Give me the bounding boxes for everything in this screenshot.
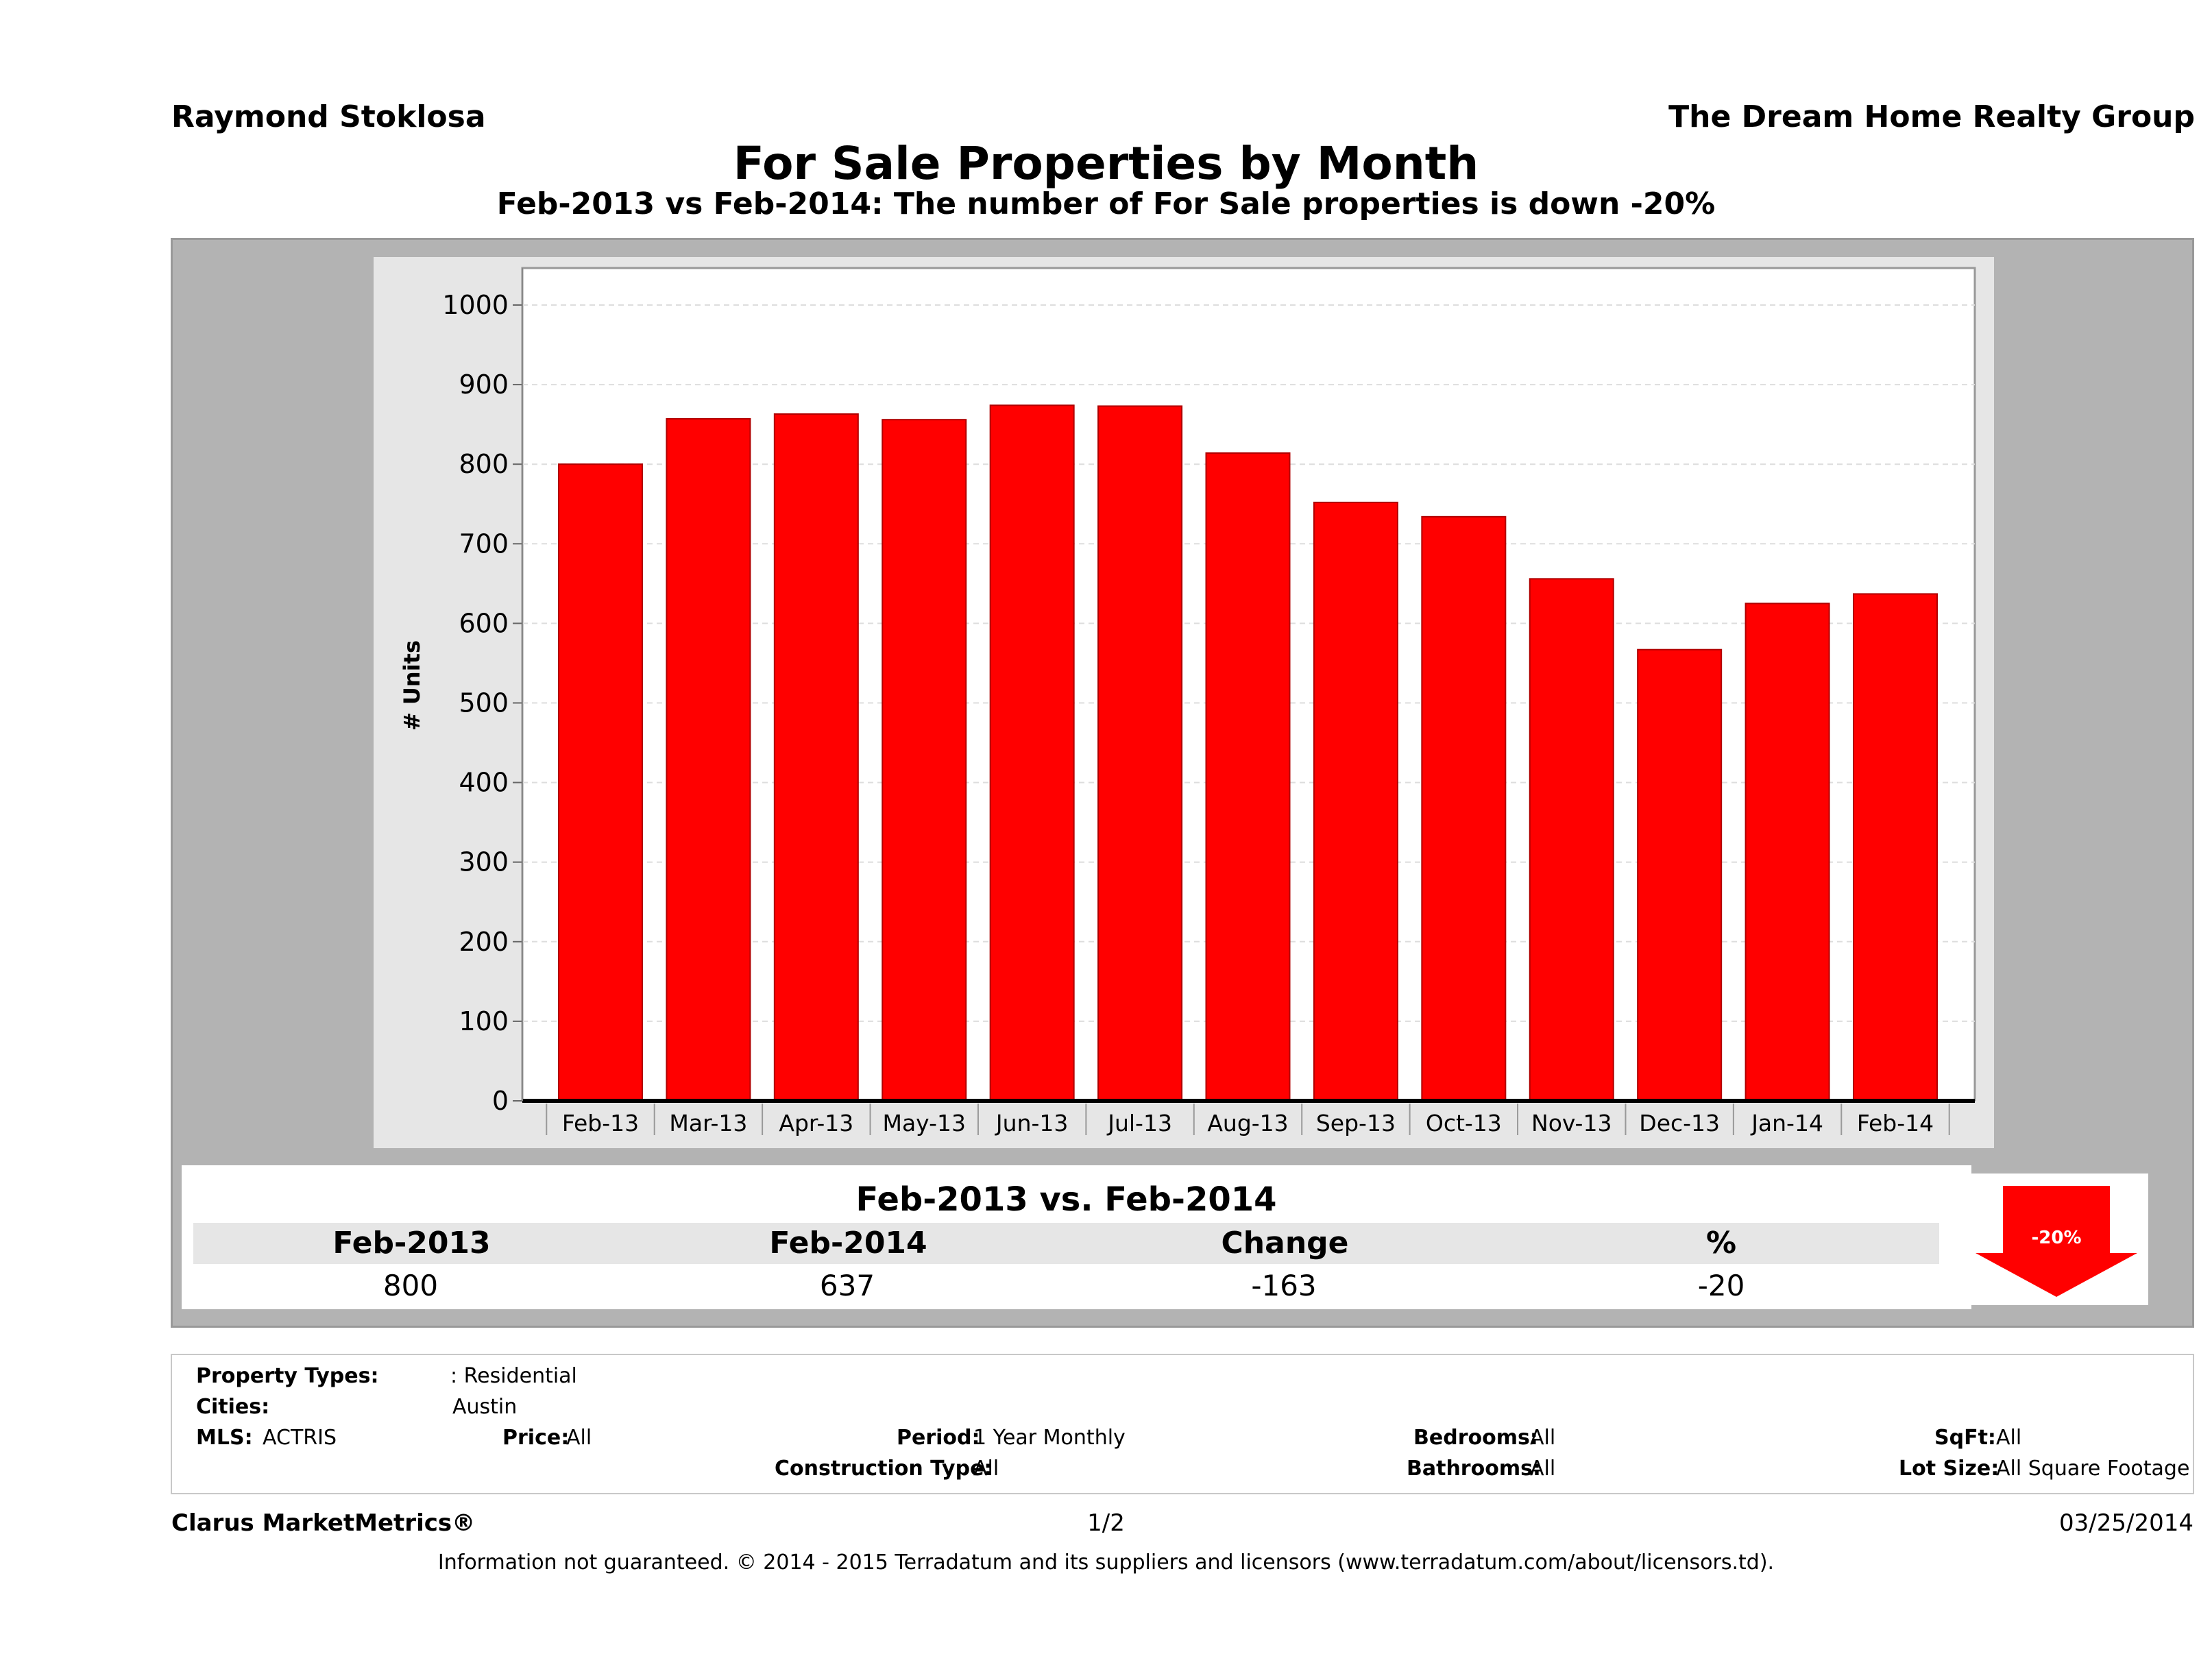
- price-label: Price:: [502, 1426, 570, 1450]
- summary-value-start: 800: [193, 1267, 628, 1305]
- y-tick-label: 100: [459, 1006, 509, 1036]
- x-tick-label: Jul-13: [1106, 1110, 1172, 1136]
- period-label: Period:: [897, 1426, 980, 1450]
- bar-May-13: [882, 419, 967, 1102]
- agent-name: Raymond Stoklosa: [171, 99, 486, 134]
- chart-title: For Sale Properties by Month: [733, 137, 1479, 190]
- x-tick-label: Aug-13: [1207, 1110, 1288, 1136]
- x-tick-label: Nov-13: [1531, 1110, 1612, 1136]
- report-date: 03/25/2014: [2059, 1509, 2193, 1537]
- y-tick-label: 600: [459, 608, 509, 638]
- footer-brand: Clarus MarketMetrics®: [171, 1509, 476, 1537]
- bathrooms-value: All: [1530, 1457, 1556, 1481]
- y-axis-label: # Units: [399, 640, 425, 731]
- x-tick-label: May-13: [882, 1110, 966, 1136]
- summary-header-start: Feb-2013: [332, 1226, 491, 1261]
- bar-Feb-13: [558, 463, 643, 1102]
- bar-chart: 0 100 200 300 400 500 600 700 800 900 1000 Feb-13 Ma…: [399, 267, 1976, 1136]
- mls-label: MLS:: [196, 1426, 253, 1450]
- bar-Sep-13: [1313, 501, 1398, 1102]
- disclaimer: Information not guaranteed. © 2014 - 201…: [437, 1551, 1775, 1574]
- y-tick-label: 300: [459, 847, 509, 877]
- search-criteria-panel: [171, 1354, 2194, 1494]
- y-tick-label: 1000: [442, 290, 509, 320]
- cities-value: Austin: [452, 1395, 518, 1419]
- bar-Mar-13: [666, 418, 751, 1102]
- x-tick-label: Feb-14: [1857, 1110, 1934, 1136]
- page-number: 1/2: [1087, 1509, 1125, 1537]
- trend-badge-label: -20%: [2031, 1228, 2081, 1248]
- bar-Jan-14: [1745, 603, 1830, 1102]
- bar-Jun-13: [989, 404, 1075, 1102]
- down-arrow-icon: -20%: [1976, 1186, 2137, 1297]
- brokerage-name: The Dream Home Realty Group: [1668, 99, 2195, 134]
- y-tick-label: 500: [459, 688, 509, 718]
- summary-header-end: Feb-2014: [769, 1226, 927, 1261]
- bathrooms-label: Bathrooms:: [1407, 1457, 1541, 1481]
- y-tick-label: 200: [459, 927, 509, 957]
- y-tick-label: 700: [459, 528, 509, 559]
- sqft-label: SqFt:: [1934, 1426, 1996, 1450]
- y-tick-label: 400: [459, 768, 509, 798]
- sqft-value: All: [1996, 1426, 2022, 1450]
- x-tick-label: Jun-13: [995, 1110, 1068, 1136]
- chart-subtitle: Feb-2013 vs Feb-2014: The number of For …: [496, 186, 1716, 221]
- x-tick-label: Dec-13: [1639, 1110, 1720, 1136]
- bars: [558, 404, 1938, 1102]
- x-tick-label: Feb-13: [562, 1110, 639, 1136]
- bedrooms-value: All: [1530, 1426, 1556, 1450]
- x-tick-label: Mar-13: [669, 1110, 747, 1136]
- x-tick-label: Jan-14: [1750, 1110, 1823, 1136]
- x-tick-label: Apr-13: [779, 1110, 853, 1136]
- lot-size-value: All Square Footage: [1996, 1457, 2190, 1481]
- summary-header-change: Change: [1221, 1226, 1349, 1261]
- summary-value-end: 637: [630, 1267, 1065, 1305]
- cities-label: Cities:: [196, 1395, 270, 1419]
- y-tick-label: 0: [492, 1086, 509, 1116]
- period-value: 1 Year Monthly: [973, 1426, 1126, 1450]
- summary-header-percent: %: [1705, 1226, 1737, 1261]
- x-tick-label: Oct-13: [1426, 1110, 1502, 1136]
- bar-Feb-14: [1853, 593, 1938, 1102]
- y-tick-label: 800: [459, 449, 509, 479]
- mls-value: ACTRIS: [263, 1426, 337, 1450]
- bar-Oct-13: [1421, 515, 1507, 1102]
- construction-type-value: All: [973, 1457, 999, 1481]
- summary-value-percent: -20: [1503, 1267, 1939, 1305]
- property-types-label: Property Types:: [196, 1364, 379, 1388]
- bar-Jul-13: [1097, 405, 1183, 1102]
- summary-title: Feb-2013 vs. Feb-2014: [193, 1177, 1939, 1223]
- axis-ticks: 0 100 200 300 400 500 600 700 800 900 1000 Feb-13 Ma…: [442, 290, 1950, 1136]
- x-tick-label: Sep-13: [1316, 1110, 1396, 1136]
- bar-Dec-13: [1637, 648, 1723, 1102]
- price-value: All: [566, 1426, 592, 1450]
- bar-Apr-13: [773, 413, 859, 1102]
- summary-header-row: [193, 1223, 1939, 1264]
- bedrooms-label: Bedrooms:: [1413, 1426, 1538, 1450]
- gridlines: [522, 304, 1975, 1022]
- summary-value-change: -163: [1067, 1267, 1501, 1305]
- lot-size-label: Lot Size:: [1899, 1457, 2000, 1481]
- bar-Nov-13: [1529, 578, 1614, 1102]
- bar-Aug-13: [1205, 452, 1291, 1102]
- y-tick-label: 900: [459, 369, 509, 400]
- property-types-value: : Residential: [450, 1364, 577, 1388]
- construction-type-label: Construction Type:: [775, 1457, 993, 1481]
